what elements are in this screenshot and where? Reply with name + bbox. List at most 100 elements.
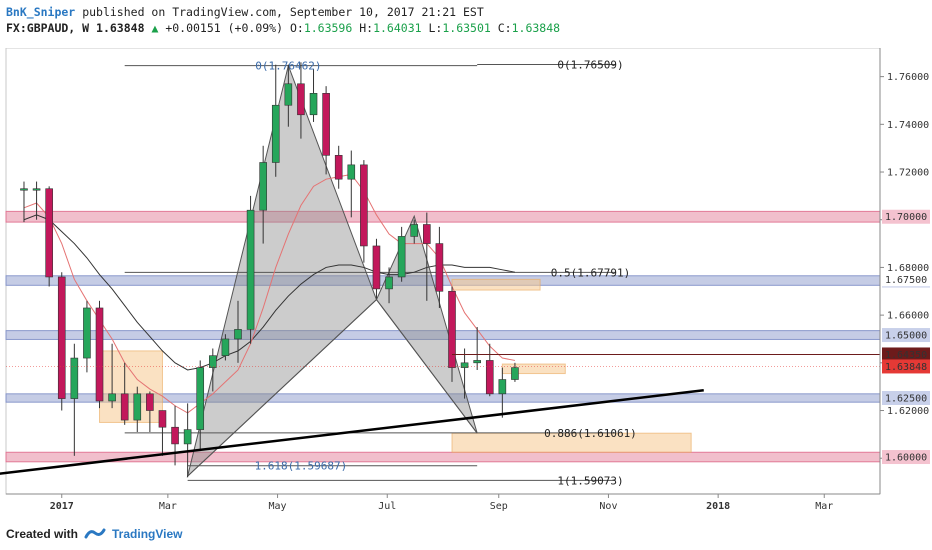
candle-bear	[372, 245, 381, 290]
sr-band	[5, 210, 881, 223]
quote-line: FX:GBPAUD, W 1.63848 ▲ +0.00151 (+0.09%)…	[6, 20, 906, 36]
time-axis[interactable]: 2017 Mar May Jul Sep Nov 2018 Mar	[6, 493, 880, 512]
time-tick-label: Jul	[378, 501, 396, 512]
time-tick-label: Mar	[159, 501, 177, 512]
price-tick-label: 1.72000	[887, 168, 929, 179]
candle-bear	[360, 164, 368, 247]
level-price-label: 1.67500	[885, 275, 927, 286]
candle-bull	[397, 236, 406, 278]
fib-label: 0.886(1.61061)	[544, 427, 637, 440]
band-price-label: 1.62500	[885, 394, 927, 405]
price-tick-label: 1.76000	[887, 72, 929, 83]
time-tick-label: 2018	[706, 501, 730, 512]
change-value: +0.00151 (+0.09%)	[165, 21, 284, 35]
candle-bull	[498, 379, 507, 395]
candle-bear	[485, 360, 494, 395]
candle-bear	[171, 426, 179, 445]
candle-bull	[83, 307, 91, 359]
time-tick-label: Mar	[815, 501, 833, 512]
price-chart[interactable]: 0(1.76462) 0(1.76509)0.5(1.67791)0.886(1.…	[0, 48, 932, 518]
candle-bull	[511, 367, 519, 380]
trendline	[0, 389, 704, 475]
time-tick-label: May	[269, 501, 287, 512]
candle-bull	[32, 188, 41, 191]
price-tick-label: 1.68000	[887, 263, 929, 274]
candle-bull	[133, 393, 142, 421]
open-label: O:	[289, 21, 304, 35]
candle-bear	[448, 290, 456, 368]
time-tick-label: Nov	[599, 501, 617, 512]
moving-averages	[23, 173, 516, 414]
low-value: 1.63501	[442, 21, 491, 35]
supply-demand-zones	[99, 278, 692, 453]
price-tick-label: 1.66000	[887, 311, 929, 322]
candle-bear	[297, 83, 305, 116]
candle-bull	[473, 360, 481, 364]
last-price-label-bg	[882, 359, 930, 374]
candle-bull	[234, 329, 242, 340]
last-price: 1.63848	[96, 21, 145, 35]
last-price-label: 1.63848	[885, 362, 927, 373]
chart-header: BnK_Sniper published on TradingView.com,…	[6, 4, 906, 36]
candle-bull	[347, 164, 356, 180]
created-with-label: Created with	[6, 527, 79, 541]
price-tick-label: 1.62000	[887, 406, 929, 417]
ma-slow-line	[23, 214, 516, 371]
candles	[20, 62, 519, 478]
band-price-label: 1.70000	[885, 212, 927, 223]
candle-bull	[271, 104, 280, 163]
candle-bull	[183, 429, 192, 445]
footer: Created with TradingView	[6, 522, 182, 546]
publish-line: BnK_Sniper published on TradingView.com,…	[6, 4, 906, 20]
time-tick-label: Sep	[490, 501, 508, 512]
candle-bear	[423, 224, 431, 244]
candle-bull	[20, 188, 28, 191]
tradingview-logo-icon[interactable]	[84, 527, 106, 541]
price-axis[interactable]: 1.76000 1.74000 1.72000 1.70000 1.68000 1.660…	[879, 48, 930, 494]
band-price-label-bg	[882, 391, 930, 406]
author-link[interactable]: BnK_Sniper	[6, 5, 76, 19]
band-price-label: 1.65000	[885, 331, 927, 342]
tradingview-brand[interactable]: TradingView	[112, 527, 183, 541]
trendline-group	[0, 353, 880, 475]
candle-bull	[410, 224, 419, 237]
symbol-label: FX:GBPAUD, W	[6, 21, 90, 35]
candle-bull	[460, 362, 469, 368]
candle-bull	[259, 162, 267, 211]
low-label: L:	[428, 21, 443, 35]
candle-bull	[196, 367, 205, 430]
candle-bull	[209, 355, 217, 368]
ma-fast-line	[23, 173, 516, 414]
resistance-price-label: 1.64350	[885, 350, 927, 361]
triangle-up-icon: ▲	[151, 21, 159, 35]
candle-bear	[95, 307, 104, 402]
candle-bear	[334, 155, 343, 180]
candle-bear	[435, 243, 444, 292]
candle-bull	[246, 209, 255, 330]
band-price-label-bg	[882, 209, 930, 224]
candle-bear	[57, 276, 66, 399]
high-value: 1.64031	[373, 21, 422, 35]
candle-bull	[309, 93, 318, 116]
fib-label: 1(1.59073)	[557, 474, 623, 487]
candle-bull	[221, 338, 230, 356]
candle-bull	[385, 276, 393, 290]
high-label: H:	[359, 21, 374, 35]
time-tick-label: 2017	[50, 501, 74, 512]
level-price-label-bg	[882, 272, 930, 287]
resistance-price-label-bg	[882, 347, 930, 362]
candle-bull	[108, 393, 116, 402]
band-price-label-bg	[882, 328, 930, 343]
candle-bear	[322, 93, 330, 156]
published-text: published on TradingView.com, September …	[82, 5, 484, 19]
candle-bear	[158, 410, 167, 428]
candle-bull	[70, 357, 79, 399]
zone-box	[99, 350, 163, 423]
fib-label: 1.618(1.59687)	[255, 460, 348, 473]
fib-label: 0(1.76509)	[557, 58, 623, 71]
fib-label: 0.5(1.67791)	[551, 266, 630, 279]
price-tick-label: 1.74000	[887, 120, 929, 131]
zone-box	[451, 278, 541, 291]
candle-bear	[146, 393, 154, 411]
candle-bear	[120, 393, 129, 421]
